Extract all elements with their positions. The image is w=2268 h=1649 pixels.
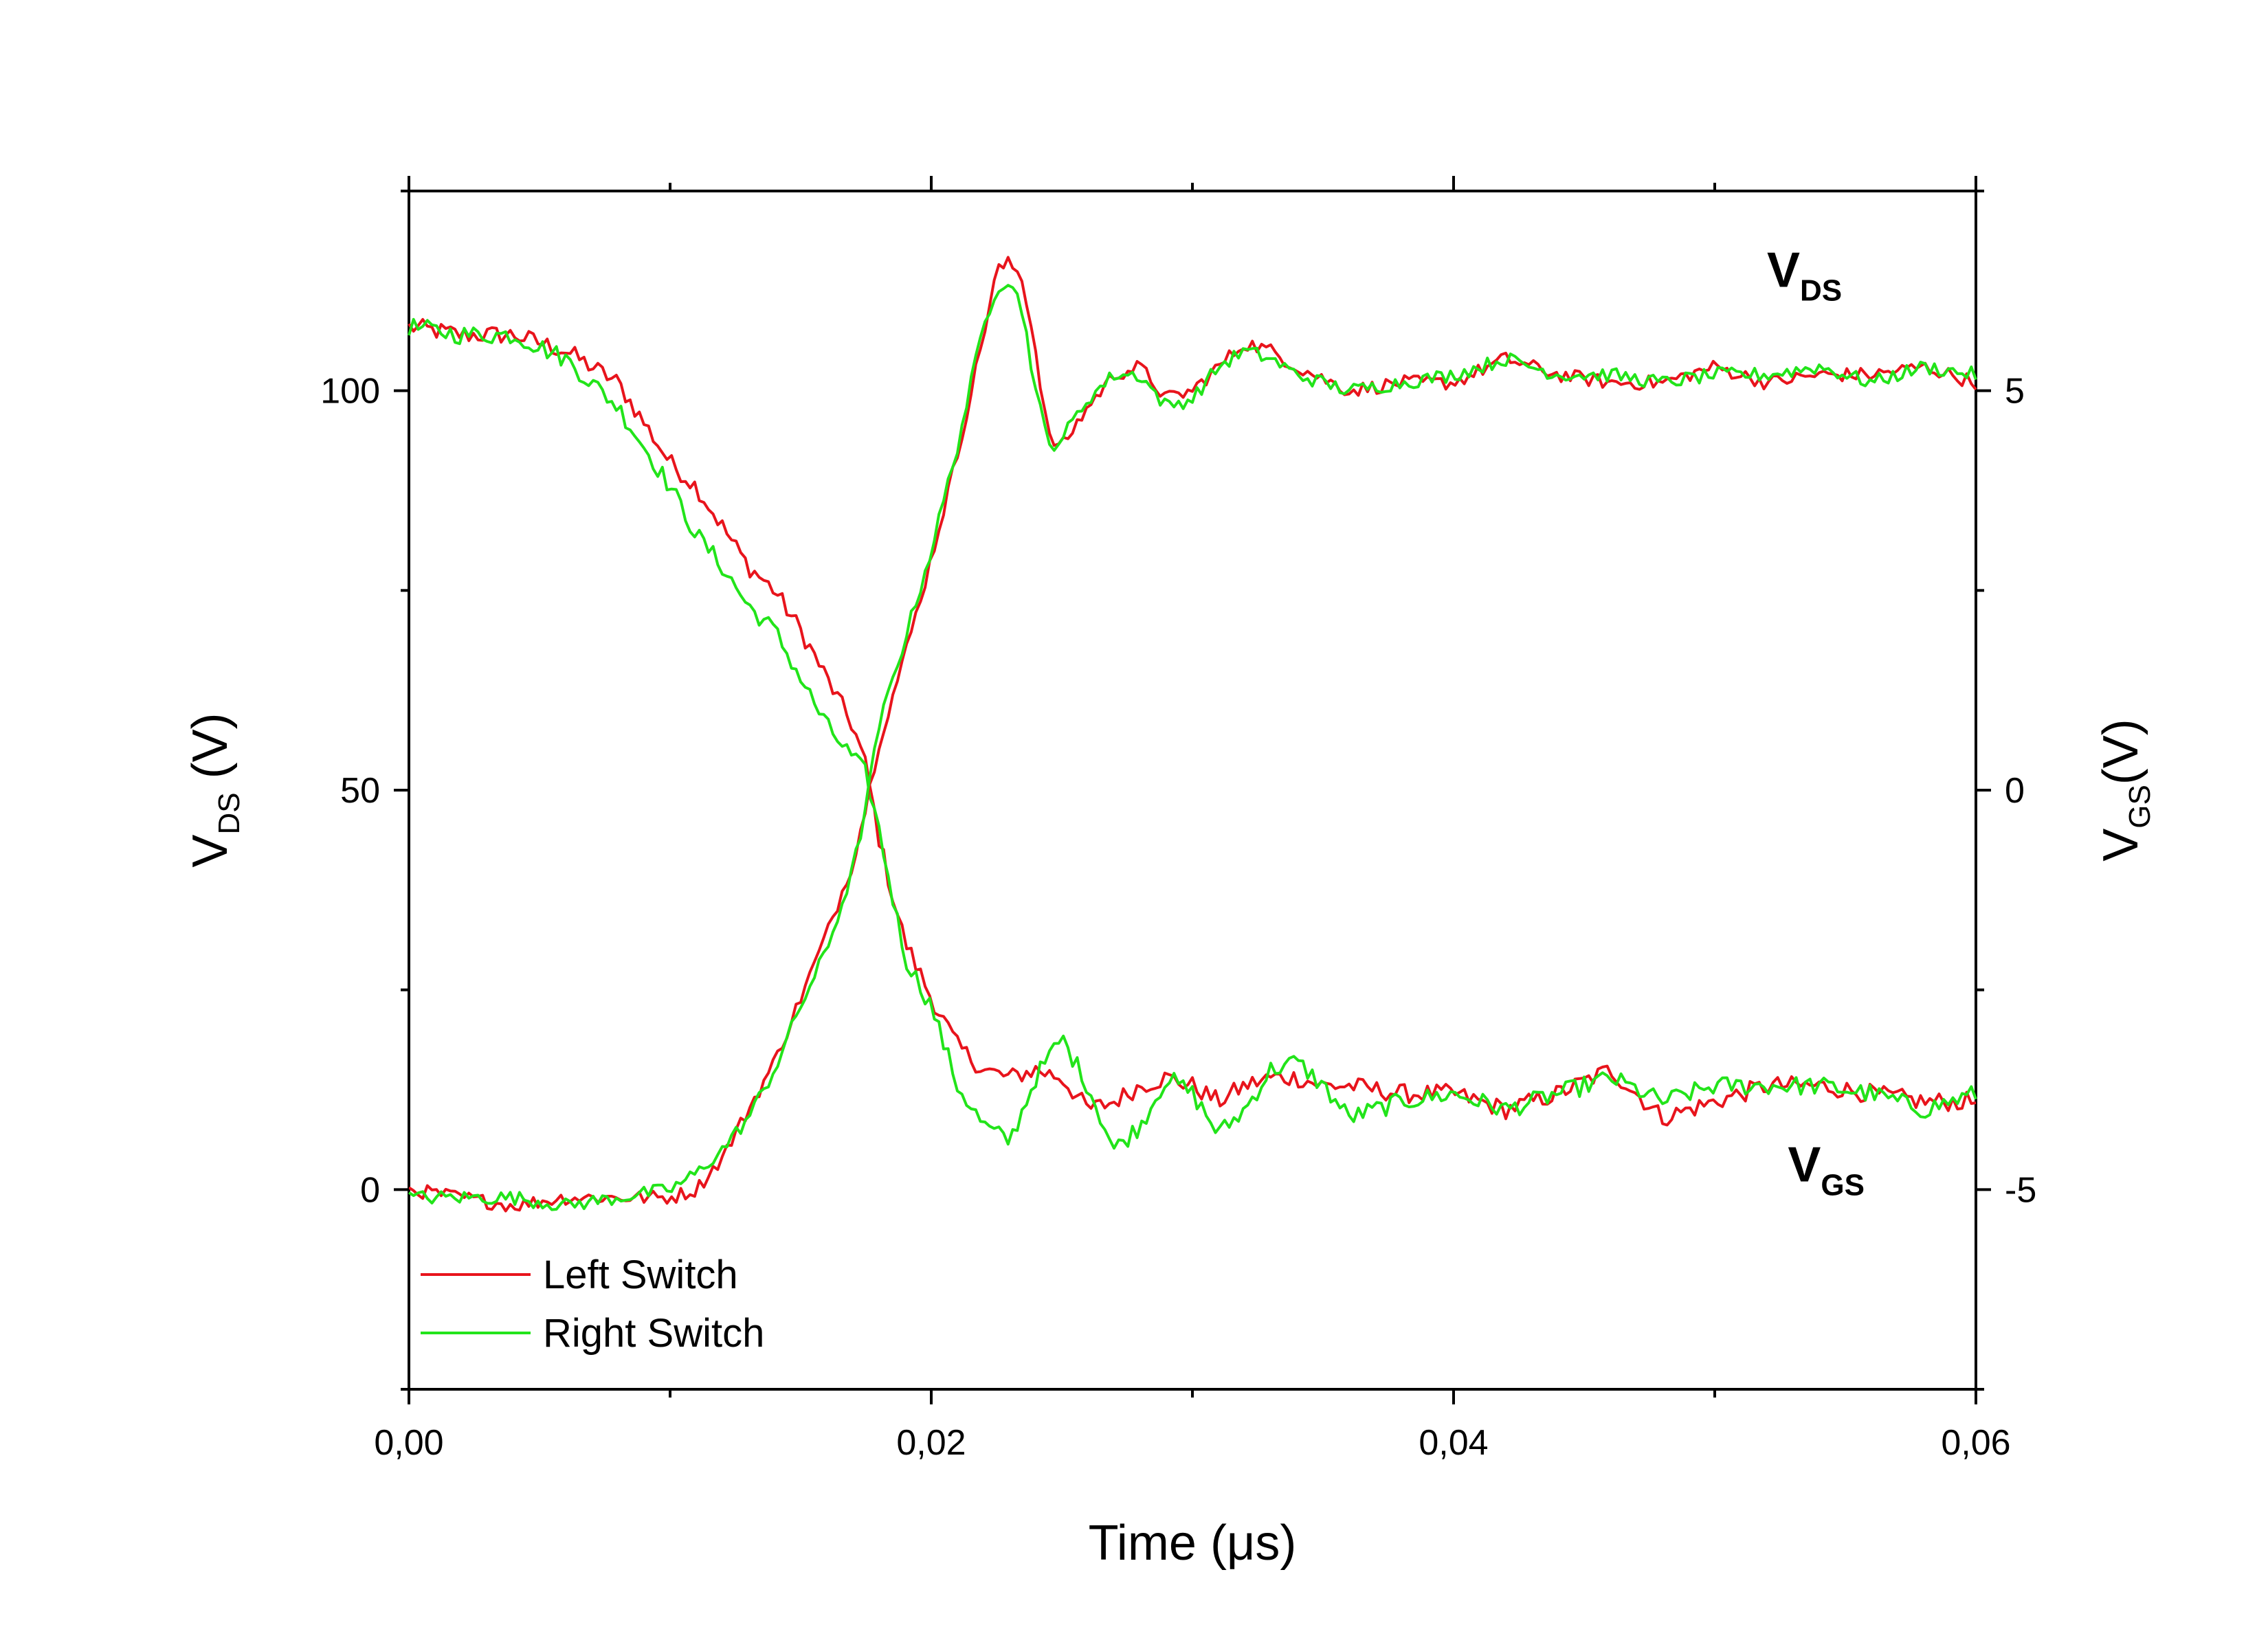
y-axis-right-title-sub: GS	[2123, 785, 2157, 829]
y-axis-right-title: VGS(V)	[2093, 719, 2157, 862]
x-tick-label: 0,06	[1941, 1423, 2010, 1463]
annotation-vds-sub: DS	[1800, 274, 1842, 308]
series-line-right-switch-vds	[408, 317, 1977, 1150]
series-line-left-switch-vgs	[408, 256, 1977, 1213]
svg-text:VDS: VDS	[1767, 243, 1842, 308]
y-left-tick-label: 50	[340, 771, 380, 811]
annotation-vgs: VGS	[1788, 1138, 1865, 1202]
x-tick-label: 0,00	[374, 1423, 443, 1463]
series-line-left-switch-vds	[408, 317, 1977, 1127]
annotation-vds: VDS	[1767, 243, 1842, 308]
y-right-tick-label: 0	[2005, 771, 2025, 811]
x-tick-label: 0,02	[896, 1423, 966, 1463]
x-axis-title: Time (μs)	[1089, 1516, 1297, 1571]
y-left-tick-label: 0	[360, 1170, 380, 1210]
y-axis-left-title-main: V	[183, 835, 238, 868]
y-axis-left-title-sub: DS	[212, 792, 246, 834]
svg-text:VGS(V): VGS(V)	[2093, 719, 2157, 862]
y-left-tick-label: 100	[320, 372, 380, 412]
series-line-right-switch-vgs	[408, 284, 1977, 1211]
y-right-tick-label: 5	[2005, 372, 2025, 412]
annotation-vgs-main: V	[1788, 1138, 1821, 1193]
y-axis-right-title-main: V	[2093, 829, 2148, 862]
svg-text:VDS (V): VDS (V)	[183, 713, 246, 867]
y-axis-left-title: VDS (V)	[183, 713, 246, 867]
legend-label-left-switch: Left Switch	[543, 1253, 738, 1297]
annotation-vgs-sub: GS	[1821, 1169, 1865, 1202]
y-right-tick-label: -5	[2005, 1170, 2036, 1210]
annotation-vds-main: V	[1767, 243, 1800, 298]
y-axis-right-title-unit: (V)	[2093, 719, 2148, 785]
x-tick-label: 0,04	[1419, 1423, 1488, 1463]
y-axis-left-title-unit: (V)	[183, 713, 238, 792]
axis-ticks: 0,00 0,02 0,04 0,06 0 50 100 -5 0 5	[320, 176, 2036, 1463]
legend: Left Switch Right Switch	[421, 1253, 764, 1356]
legend-label-right-switch: Right Switch	[543, 1311, 764, 1356]
series-lines	[408, 256, 1977, 1213]
svg-text:VGS: VGS	[1788, 1138, 1865, 1202]
